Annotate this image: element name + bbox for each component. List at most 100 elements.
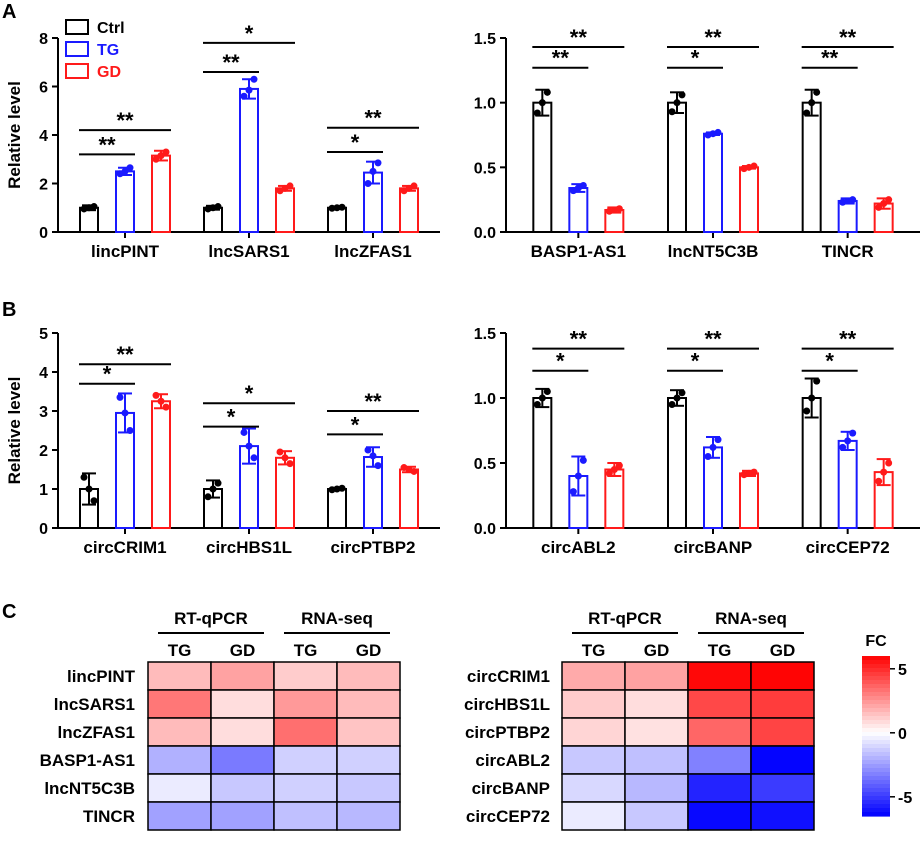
significance-label: * <box>825 349 834 374</box>
data-point <box>374 462 382 470</box>
y-tick-label: 0.5 <box>474 160 496 177</box>
row-label: TINCR <box>83 807 135 826</box>
y-tick-label: 1.0 <box>474 96 496 113</box>
data-point <box>364 446 372 454</box>
column-header: TG <box>168 641 192 660</box>
heat-cell <box>624 661 689 691</box>
heat-cell <box>147 689 212 719</box>
data-point <box>214 479 222 487</box>
legend-label-ctrl: Ctrl <box>97 20 125 37</box>
row-label: circABL2 <box>475 751 550 770</box>
data-point <box>209 204 217 212</box>
legend-swatch-ctrl <box>65 19 89 35</box>
data-point <box>885 196 893 204</box>
group-header: RNA-seq <box>301 609 373 628</box>
significance-label: ** <box>98 132 116 157</box>
legend-swatch-tg <box>65 41 89 57</box>
data-point <box>240 92 248 100</box>
data-point <box>543 388 551 395</box>
y-tick-label: 5 <box>39 326 48 343</box>
data-point <box>709 443 717 451</box>
heat-cell <box>624 745 689 775</box>
x-tick-label: BASP1-AS1 <box>531 242 626 261</box>
bar <box>532 397 553 529</box>
heat-cell <box>687 661 752 691</box>
data-point <box>745 469 753 477</box>
colorbar-segment <box>862 700 890 705</box>
heat-cell <box>624 801 689 831</box>
data-point <box>538 99 546 107</box>
data-point <box>569 488 577 496</box>
significance-label: ** <box>222 50 240 75</box>
row-label: circBANP <box>472 779 550 798</box>
significance-label: ** <box>839 327 857 352</box>
colorbar-segment <box>862 772 890 777</box>
colorbar-segment <box>862 664 890 669</box>
colorbar-segment <box>862 808 890 813</box>
data-point <box>844 197 852 205</box>
heat-cell <box>561 689 626 719</box>
colorbar-tick-label: -5 <box>898 790 912 807</box>
data-point <box>374 159 382 167</box>
significance-label: ** <box>552 46 570 71</box>
row-label: lncNT5C3B <box>44 779 135 798</box>
heat-cell <box>561 745 626 775</box>
significance-label: * <box>351 130 360 155</box>
data-point <box>204 493 212 501</box>
data-point <box>281 454 289 462</box>
heat-cell <box>210 689 275 719</box>
bar <box>275 456 295 529</box>
colorbar-segment <box>862 684 890 689</box>
data-point <box>678 389 686 397</box>
bar <box>739 472 759 529</box>
colorbar-segment <box>862 788 890 793</box>
data-point <box>116 393 124 401</box>
y-tick-label: 1 <box>39 482 48 499</box>
heatmap-left: RT-qPCR RNA-seq TG GD TG GD lincPINT lncSARS1 ln… <box>40 609 401 831</box>
data-point <box>538 394 546 402</box>
heat-cell <box>210 801 275 831</box>
data-point <box>543 88 551 96</box>
heat-cell <box>687 801 752 831</box>
data-point <box>162 148 170 156</box>
data-point <box>286 460 294 468</box>
bar <box>151 400 171 529</box>
heat-cell <box>273 717 338 747</box>
colorbar-segment <box>862 752 890 757</box>
heat-cell <box>624 773 689 803</box>
significance-label: ** <box>704 327 722 352</box>
y-axis-label: Relative level <box>5 81 24 189</box>
colorbar-segment <box>862 756 890 761</box>
data-point <box>85 485 93 493</box>
data-point <box>533 401 541 408</box>
data-point <box>80 473 88 481</box>
data-point <box>875 477 883 485</box>
data-point <box>245 86 253 94</box>
colorbar-tick-label: 0 <box>898 726 907 743</box>
colorbar-segment <box>862 812 890 817</box>
bar <box>275 187 295 234</box>
data-point <box>276 448 284 456</box>
bar <box>837 199 858 234</box>
heat-cell <box>750 717 815 747</box>
heat-cell <box>561 773 626 803</box>
row-label: circPTBP2 <box>465 723 550 742</box>
legend-swatch-gd <box>65 63 89 79</box>
data-point <box>405 184 413 192</box>
colorbar-segment <box>862 728 890 733</box>
bar <box>801 101 822 233</box>
data-point <box>610 466 618 473</box>
data-point <box>240 428 248 436</box>
data-point <box>849 429 857 437</box>
significance-label: * <box>227 405 236 430</box>
data-point <box>844 437 852 445</box>
data-point <box>157 152 165 160</box>
heat-cell <box>273 773 338 803</box>
data-point <box>250 75 258 83</box>
x-tick-label: circBANP <box>674 538 752 557</box>
data-point <box>121 409 129 417</box>
legend: Ctrl TG GD <box>65 19 125 81</box>
heat-cell <box>561 661 626 691</box>
